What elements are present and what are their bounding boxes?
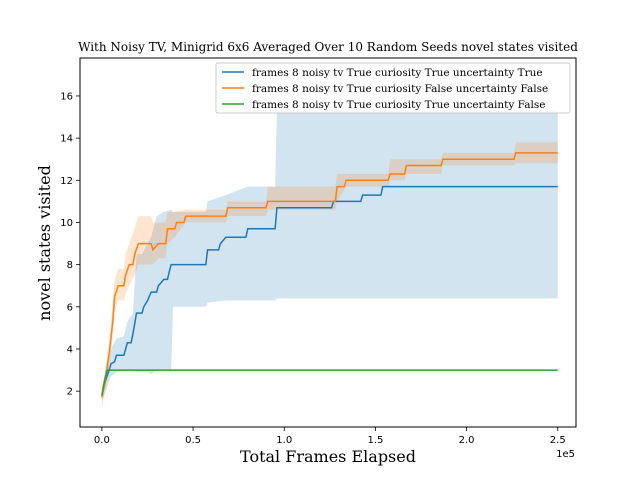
series-1-band bbox=[101, 110, 558, 402]
y-tick-label: 2 bbox=[67, 387, 73, 398]
x-tick-label: 1.0 bbox=[276, 435, 292, 446]
legend-entry: frames 8 noisy tv True curiosity True un… bbox=[252, 67, 543, 79]
y-axis-ticks: 2 4 6 8 10 12 14 16 bbox=[60, 91, 80, 398]
x-tick-label: 0.0 bbox=[94, 435, 110, 446]
series-lines bbox=[101, 152, 558, 398]
legend-entry: frames 8 noisy tv True curiosity True un… bbox=[252, 99, 545, 111]
plot-frame bbox=[79, 57, 577, 428]
confidence-bands bbox=[101, 110, 558, 409]
x-tick-label: 1.5 bbox=[367, 435, 383, 446]
x-tick-label: 2.5 bbox=[550, 435, 566, 446]
legend: frames 8 noisy tv True curiosity True un… bbox=[215, 62, 571, 114]
series-2-band bbox=[101, 142, 558, 409]
y-tick-label: 14 bbox=[60, 134, 73, 145]
x-offset-label: 1e5 bbox=[556, 449, 575, 460]
x-axis-ticks: 0.0 0.5 1.0 1.5 2.0 2.5 bbox=[94, 427, 566, 446]
series-2-line bbox=[101, 152, 558, 398]
series-3-line bbox=[101, 369, 558, 396]
x-tick-label: 2.0 bbox=[459, 435, 475, 446]
y-tick-label: 6 bbox=[67, 302, 73, 313]
series-1-line bbox=[101, 185, 558, 396]
series-3-band bbox=[101, 370, 558, 396]
y-tick-label: 16 bbox=[60, 91, 73, 102]
legend-box bbox=[215, 62, 571, 114]
chart-title: With Noisy TV, Minigrid 6x6 Averaged Ove… bbox=[78, 40, 578, 54]
y-tick-label: 12 bbox=[60, 176, 73, 187]
y-axis-label: novel states visited bbox=[35, 165, 54, 321]
x-tick-label: 0.5 bbox=[185, 435, 201, 446]
y-tick-label: 8 bbox=[67, 260, 73, 271]
legend-entry: frames 8 noisy tv True curiosity False u… bbox=[252, 83, 548, 95]
y-tick-label: 4 bbox=[67, 344, 73, 355]
y-tick-label: 10 bbox=[60, 218, 73, 229]
x-axis-label: Total Frames Elapsed bbox=[240, 447, 416, 466]
